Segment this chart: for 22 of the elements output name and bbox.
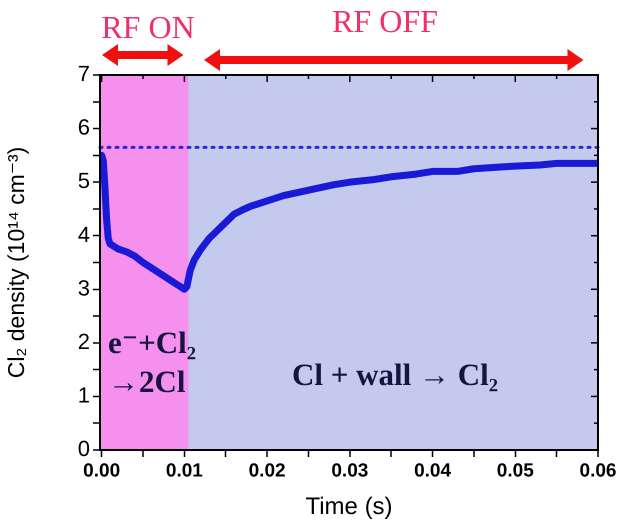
y-axis-title: Cl₂ density (10¹⁴ cm⁻³) (3, 146, 30, 378)
x-tick-label: 0.03 (331, 460, 368, 482)
x-tick-label: 0.02 (248, 460, 286, 482)
y-tick-label: 3 (78, 275, 90, 300)
x-tick-label: 0.06 (580, 460, 616, 482)
text: RF OFF (332, 3, 438, 39)
annotation: →2Cl (108, 364, 186, 399)
x-tick-label: 0.01 (166, 460, 204, 482)
y-tick-label: 7 (78, 61, 90, 86)
y-tick-label: 2 (78, 328, 90, 354)
x-tick-label: 0.04 (414, 460, 452, 482)
y-tick-label: 6 (78, 114, 90, 140)
y-tick-label: 5 (78, 168, 90, 194)
y-tick-label: 0 (78, 436, 90, 462)
x-tick-label: 0.00 (83, 460, 120, 482)
x-axis-title: Time (s) (305, 493, 393, 520)
annotation: e⁻+Cl₂ (108, 325, 196, 360)
text: RF ON (101, 9, 195, 45)
y-tick-label: 1 (78, 382, 90, 408)
x-tick-label: 0.05 (496, 460, 534, 482)
y-tick-label: 4 (78, 222, 90, 247)
annotation: Cl + wall → Cl₂ (292, 357, 498, 392)
